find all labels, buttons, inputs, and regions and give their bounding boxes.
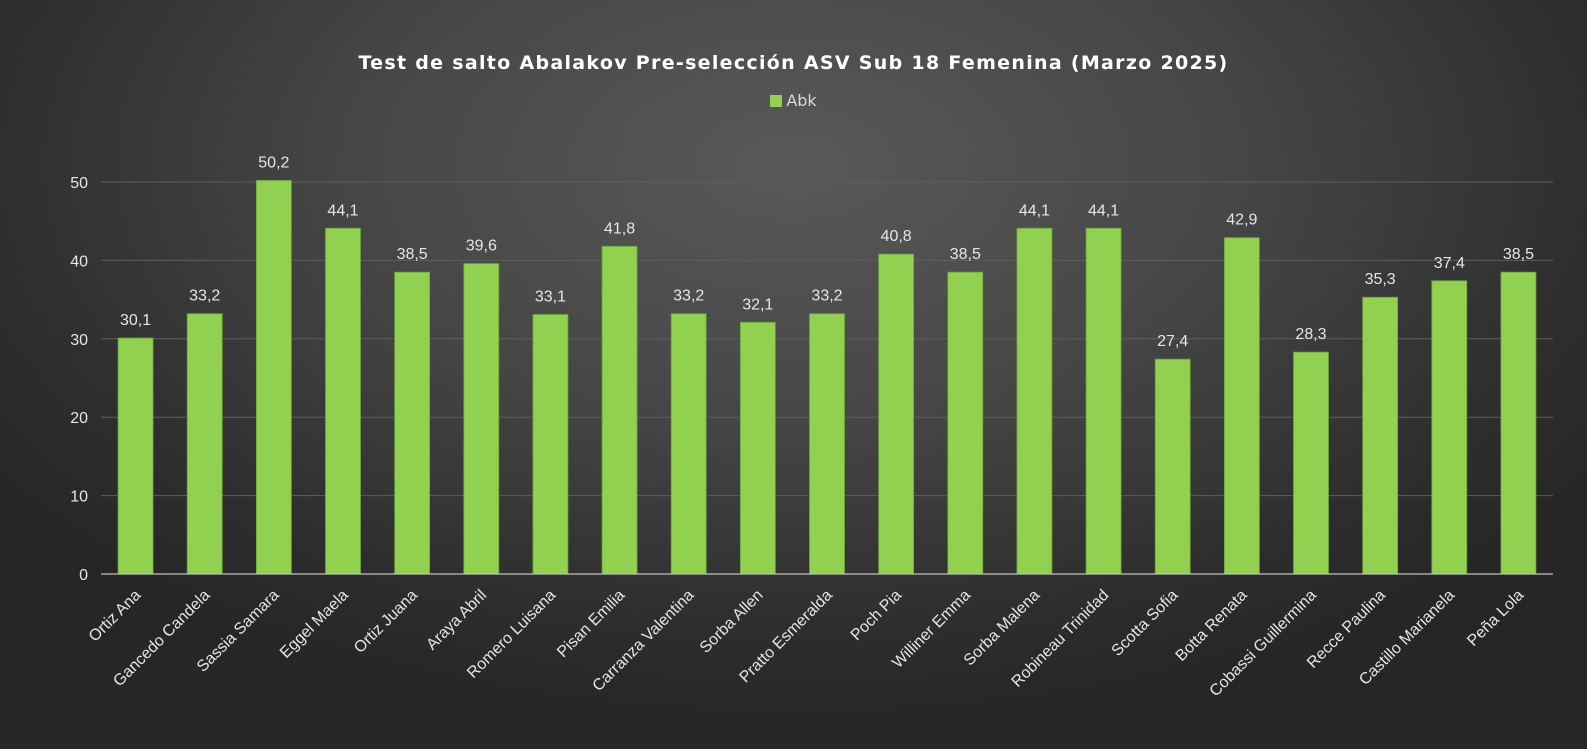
bar — [947, 271, 984, 575]
data-label: 38,5 — [397, 246, 428, 263]
bar — [117, 337, 154, 575]
bar — [1016, 227, 1053, 575]
x-tick-label: Botta Renata — [1173, 587, 1251, 665]
bar — [1362, 296, 1399, 575]
bar — [1500, 271, 1537, 575]
x-tick-label: Peña Lola — [1464, 587, 1527, 650]
bar — [463, 263, 500, 575]
data-label: 37,4 — [1434, 255, 1465, 272]
data-label: 28,3 — [1295, 326, 1326, 343]
data-label: 44,1 — [1088, 202, 1119, 219]
bar — [1154, 358, 1191, 575]
data-label: 39,6 — [466, 238, 497, 255]
data-label: 38,5 — [950, 246, 981, 263]
x-tick-label: Ortiz Ana — [86, 587, 145, 646]
bar — [394, 271, 431, 575]
data-label: 33,1 — [535, 288, 566, 305]
x-tick-label: Pisan Emilia — [554, 587, 628, 661]
bar — [255, 180, 292, 575]
x-tick-label: Eggel Maela — [277, 587, 352, 662]
bar — [1085, 227, 1122, 575]
bar — [878, 253, 915, 575]
bar — [325, 227, 361, 575]
data-label: 27,4 — [1157, 333, 1188, 350]
bar — [186, 313, 223, 575]
x-tick-label: Scotta Sofia — [1109, 587, 1182, 660]
data-label: 50,2 — [258, 154, 289, 171]
legend-swatch-abk — [770, 95, 783, 107]
bar — [670, 313, 707, 575]
bar — [1431, 280, 1468, 575]
bar — [1293, 351, 1329, 575]
y-tick-label: 20 — [70, 410, 88, 427]
data-label: 44,1 — [1019, 202, 1050, 219]
chart-title: Test de salto Abalakov Pre-selección ASV… — [358, 52, 1229, 74]
data-label: 32,1 — [742, 296, 773, 313]
data-label: 42,9 — [1226, 212, 1257, 229]
data-label: 40,8 — [881, 228, 912, 245]
bar — [739, 321, 776, 575]
data-label: 30,1 — [120, 312, 151, 329]
x-tick-label: Sorba Allen — [697, 587, 767, 657]
data-label: 33,2 — [673, 288, 704, 305]
legend-label-abk: Abk — [786, 91, 817, 110]
data-label: 33,2 — [811, 288, 842, 305]
x-tick-label: Ortiz Juana — [351, 587, 421, 657]
x-tick-label: Poch Pia — [848, 587, 905, 644]
y-tick-label: 50 — [70, 175, 88, 192]
y-tick-label: 0 — [79, 567, 88, 584]
bar — [809, 313, 845, 575]
data-label: 35,3 — [1365, 271, 1396, 288]
x-tick-label: Araya Abril — [423, 587, 490, 654]
y-tick-label: 40 — [70, 253, 88, 270]
data-label: 33,2 — [189, 288, 220, 305]
bar — [532, 314, 569, 575]
data-label: 38,5 — [1503, 246, 1534, 263]
bar — [601, 245, 638, 575]
data-label: 44,1 — [327, 202, 358, 219]
y-tick-label: 30 — [70, 332, 88, 349]
legend: Abk — [0, 91, 1587, 110]
y-tick-label: 10 — [70, 489, 88, 506]
bar — [1223, 237, 1260, 575]
data-label: 41,8 — [604, 220, 635, 237]
